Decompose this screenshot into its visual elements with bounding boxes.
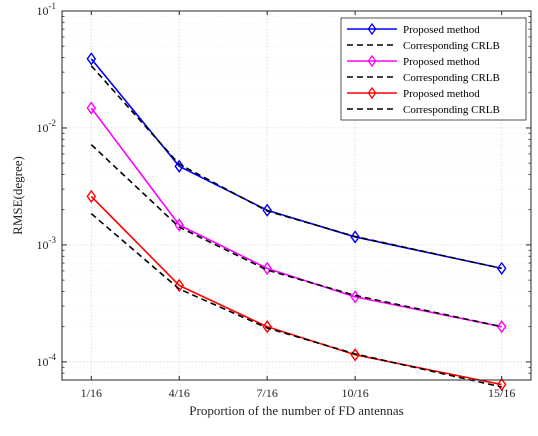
grid [62, 10, 531, 381]
legend-label: Proposed method [403, 56, 480, 68]
series-line [90, 65, 502, 270]
data-point [86, 101, 97, 115]
data-point [86, 52, 97, 66]
y-tick-label: 10-2 [37, 118, 57, 135]
series-line [90, 213, 502, 388]
y-tick-label: 10-1 [37, 1, 57, 18]
axis-ticks: 1/16 4/16 7/16 10/16 15/16 10-4 10-3 10-2 10-1 [37, 1, 531, 400]
legend-item: Corresponding CRLB [347, 40, 500, 52]
series-4 [90, 144, 502, 328]
legend-item: Proposed method [347, 54, 480, 68]
data-point [262, 261, 273, 276]
y-tick-label: 10-4 [37, 352, 57, 369]
data-point [496, 377, 507, 392]
plot-series [86, 52, 507, 392]
legend-label: Corresponding CRLB [403, 40, 500, 52]
legend-box [340, 17, 527, 121]
series-line [90, 144, 502, 328]
x-axis-label: Proportion of the number of FD antennas [189, 403, 403, 418]
x-tick-label: 4/16 [169, 386, 190, 400]
legend: Proposed method Corresponding CRLB Propose… [340, 17, 527, 121]
y-axis-label: RMSE(degree) [10, 156, 25, 235]
legend-label: Proposed method [403, 88, 480, 100]
series-line [90, 107, 502, 328]
legend-marker [367, 22, 377, 36]
series-6 [90, 213, 502, 388]
legend-item: Corresponding CRLB [347, 104, 500, 116]
legend-marker [367, 54, 377, 68]
legend-item: Proposed method [347, 86, 480, 100]
data-point [262, 203, 273, 217]
series-2 [90, 65, 502, 270]
data-point [174, 159, 185, 174]
y-tick-label: 10-3 [37, 235, 57, 252]
data-point [350, 290, 360, 304]
data-point [262, 319, 273, 334]
data-point [496, 261, 507, 276]
data-point [86, 189, 97, 204]
data-point [174, 278, 185, 293]
data-point [174, 218, 185, 232]
x-tick-label: 15/16 [488, 386, 515, 400]
data-point [496, 319, 507, 334]
series-3 [86, 101, 507, 334]
plot-frame [61, 10, 532, 381]
x-tick-label: 10/16 [341, 386, 368, 400]
legend-label: Proposed method [403, 24, 480, 36]
legend-marker [367, 86, 377, 100]
legend-label: Corresponding CRLB [403, 104, 500, 116]
legend-label: Corresponding CRLB [403, 72, 500, 84]
legend-item: Corresponding CRLB [347, 72, 500, 84]
x-tick-label: 7/16 [257, 386, 278, 400]
x-tick-label: 1/16 [81, 386, 102, 400]
legend-item: Proposed method [347, 22, 480, 36]
